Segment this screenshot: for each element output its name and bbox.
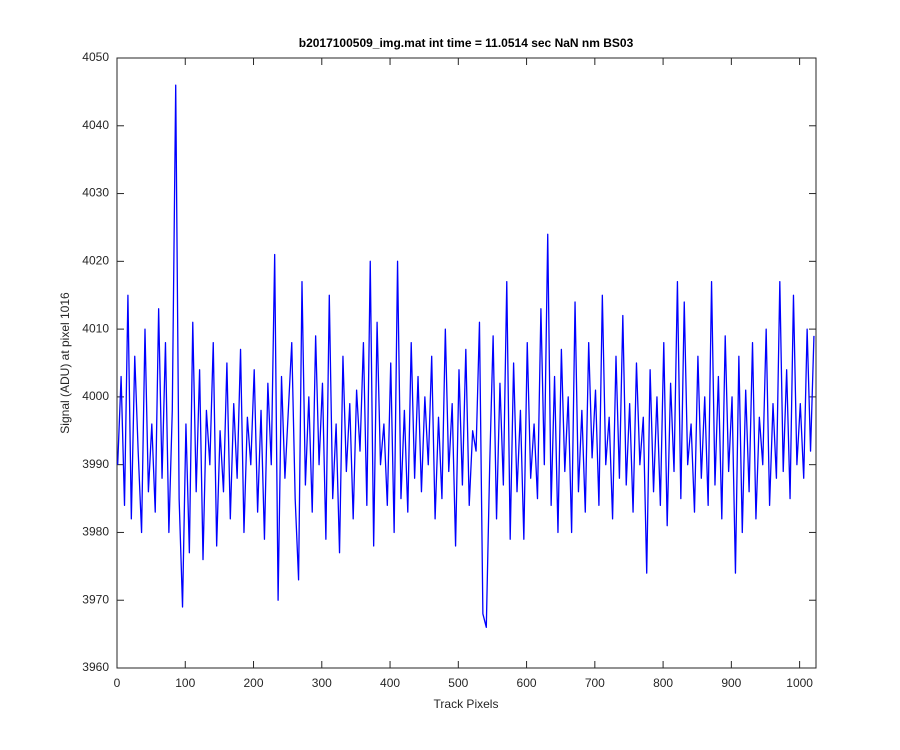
y-tick-label: 4000 — [82, 389, 109, 403]
y-tick-label: 4030 — [82, 186, 109, 200]
data-line — [117, 84, 815, 628]
x-tick-label: 100 — [175, 676, 195, 690]
x-tick-label: 1000 — [786, 676, 813, 690]
x-tick-label: 500 — [448, 676, 468, 690]
x-tick-label: 600 — [517, 676, 537, 690]
y-tick-label: 4050 — [82, 50, 109, 64]
x-tick-label: 900 — [721, 676, 741, 690]
y-tick-label: 4010 — [82, 321, 109, 335]
chart-title: b2017100509_img.mat int time = 11.0514 s… — [299, 36, 634, 50]
x-axis-label: Track Pixels — [434, 697, 499, 711]
x-tick-label: 800 — [653, 676, 673, 690]
x-tick-label: 700 — [585, 676, 605, 690]
x-tick-label: 400 — [380, 676, 400, 690]
y-tick-label: 3980 — [82, 525, 109, 539]
y-axis-label: Signal (ADU) at pixel 1016 — [58, 292, 72, 434]
y-tick-label: 3970 — [82, 592, 109, 606]
y-tick-label: 4020 — [82, 254, 109, 268]
y-tick-label: 3990 — [82, 457, 109, 471]
x-tick-label: 0 — [114, 676, 121, 690]
x-tick-label: 200 — [244, 676, 264, 690]
y-tick-label: 4040 — [82, 118, 109, 132]
y-tick-label: 3960 — [82, 660, 109, 674]
x-tick-label: 300 — [312, 676, 332, 690]
